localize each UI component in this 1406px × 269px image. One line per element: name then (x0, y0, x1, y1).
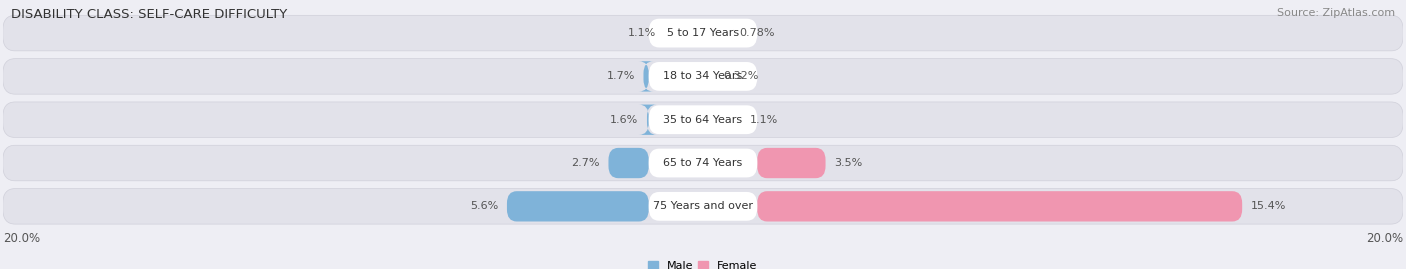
FancyBboxPatch shape (648, 62, 758, 91)
Text: 75 Years and over: 75 Years and over (652, 201, 754, 211)
Text: 15.4%: 15.4% (1251, 201, 1286, 211)
Text: 20.0%: 20.0% (1367, 232, 1403, 245)
Text: 1.1%: 1.1% (627, 28, 655, 38)
Text: 2.7%: 2.7% (571, 158, 600, 168)
Legend: Male, Female: Male, Female (648, 261, 758, 269)
FancyBboxPatch shape (3, 102, 1403, 137)
FancyBboxPatch shape (758, 191, 1241, 221)
FancyBboxPatch shape (648, 192, 758, 221)
Text: 18 to 34 Years: 18 to 34 Years (664, 71, 742, 82)
FancyBboxPatch shape (638, 105, 657, 135)
Text: 20.0%: 20.0% (3, 232, 39, 245)
FancyBboxPatch shape (609, 148, 648, 178)
FancyBboxPatch shape (638, 61, 654, 91)
FancyBboxPatch shape (508, 191, 648, 221)
Text: 65 to 74 Years: 65 to 74 Years (664, 158, 742, 168)
Text: 1.7%: 1.7% (606, 71, 634, 82)
Text: 1.1%: 1.1% (751, 115, 779, 125)
FancyBboxPatch shape (758, 148, 825, 178)
Text: 3.5%: 3.5% (834, 158, 862, 168)
Text: Source: ZipAtlas.com: Source: ZipAtlas.com (1277, 8, 1395, 18)
Text: 0.32%: 0.32% (723, 71, 758, 82)
Text: 0.78%: 0.78% (740, 28, 775, 38)
Text: 5 to 17 Years: 5 to 17 Years (666, 28, 740, 38)
FancyBboxPatch shape (648, 19, 758, 48)
FancyBboxPatch shape (3, 15, 1403, 51)
FancyBboxPatch shape (3, 59, 1403, 94)
Text: 1.6%: 1.6% (610, 115, 638, 125)
Text: DISABILITY CLASS: SELF-CARE DIFFICULTY: DISABILITY CLASS: SELF-CARE DIFFICULTY (11, 8, 287, 21)
Text: 35 to 64 Years: 35 to 64 Years (664, 115, 742, 125)
FancyBboxPatch shape (648, 105, 758, 134)
Text: 5.6%: 5.6% (470, 201, 498, 211)
FancyBboxPatch shape (3, 145, 1403, 181)
FancyBboxPatch shape (648, 149, 758, 178)
FancyBboxPatch shape (3, 189, 1403, 224)
